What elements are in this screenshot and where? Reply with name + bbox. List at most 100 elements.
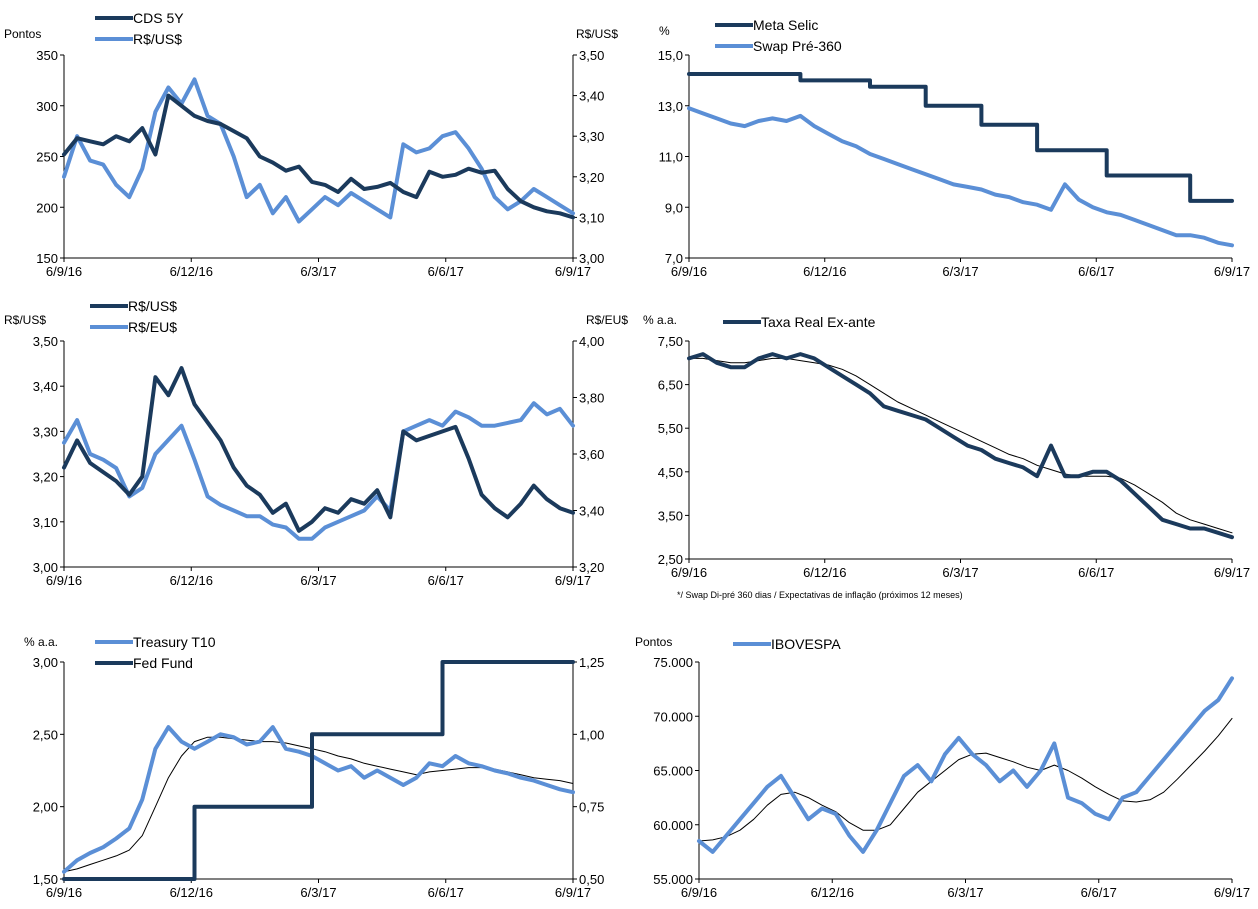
chart-treasury-svg: 3,00 2,50 2,00 1,50 1,25 1,00 0,75 0,50 6/9/16 6/…	[24, 634, 604, 900]
x-tick-label: 6/9/16	[671, 565, 707, 580]
right-axis-unit: R$/US$	[576, 27, 618, 41]
x-tick-label: 6/3/17	[300, 573, 336, 588]
chart-ibovespa: 75.000 70.000 65.000 60.000 55.000 6/9/16 6/12…	[629, 600, 1258, 904]
y2-tick-label: 3,20	[579, 560, 604, 575]
legend-label: R$/US$	[128, 300, 177, 314]
y-tick-label: 7,0	[665, 251, 683, 266]
x-tick-label: 6/9/16	[671, 264, 707, 279]
y-tick-label: 200	[36, 200, 58, 215]
legend-label: CDS 5Y	[133, 10, 184, 26]
taxa-real-ex-ante-line	[687, 352, 1234, 540]
x-tick-label: 6/9/17	[1214, 885, 1250, 900]
legend-label: IBOVESPA	[771, 636, 841, 652]
trend-line	[688, 357, 1233, 534]
fed-fund-line	[62, 660, 575, 881]
y-tick-label: 11,0	[659, 150, 683, 165]
x-tick-label: 6/9/16	[46, 885, 82, 900]
y-tick-label: 6,50	[658, 378, 683, 393]
y2-tick-label: 3,40	[579, 89, 604, 104]
y2-tick-label: 0,50	[579, 872, 604, 887]
chart-fx-usd-eur: 3,50 3,40 3,30 3,20 3,10 3,00 4,00 3,80 3,60 3,40…	[0, 298, 629, 600]
x-tick-label: 6/6/17	[1078, 264, 1114, 279]
y2-tick-label: 3,80	[579, 391, 604, 406]
chart-fx-svg: 3,50 3,40 3,30 3,20 3,10 3,00 4,00 3,80 3,60 3,40…	[4, 298, 628, 588]
meta-selic-line	[687, 72, 1234, 203]
y2-tick-label: 3,40	[579, 504, 604, 519]
left-axis-unit: % a.a.	[24, 635, 58, 649]
y-tick-label: 3,50	[658, 508, 683, 523]
left-axis-unit: Pontos	[635, 635, 672, 649]
x-tick-label: 6/9/17	[555, 264, 591, 279]
y-tick-label: 2,50	[33, 727, 58, 742]
legend-label: Fed Fund	[133, 655, 193, 671]
x-tick-label: 6/6/17	[428, 264, 464, 279]
x-tick-label: 6/6/17	[428, 885, 464, 900]
y-tick-label: 55.000	[653, 872, 693, 887]
left-axis-unit: R$/US$	[4, 313, 46, 327]
y-tick-label: 3,00	[33, 560, 58, 575]
right-axis-unit: R$/EU$	[586, 313, 628, 327]
legend-label: Taxa Real Ex-ante	[761, 314, 876, 330]
y-tick-label: 75.000	[653, 655, 693, 670]
swap-pr-360-line	[687, 106, 1234, 248]
y-tick-label: 3,40	[33, 379, 58, 394]
y-tick-label: 2,50	[658, 552, 683, 567]
chart-real-rate: 7,50 6,50 5,50 4,50 3,50 2,50 6/9/16 6/12/16 6/3…	[629, 300, 1258, 600]
left-axis-unit: %	[659, 24, 670, 38]
x-tick-label: 6/9/16	[46, 573, 82, 588]
y-tick-label: 5,50	[658, 421, 683, 436]
y2-tick-label: 3,20	[579, 170, 604, 185]
chart-selic-swap: 15,0 13,0 11,0 9,0 7,0 6/9/16 6/12/16 6/3/17 6/6…	[629, 0, 1258, 300]
y-tick-label: 3,20	[33, 470, 58, 485]
y2-tick-label: 0,75	[579, 800, 604, 815]
treasury-t10-line	[62, 725, 575, 874]
y2-tick-label: 3,00	[579, 251, 604, 266]
chart-cds-fx: 350 300 250 200 150 3,50 3,40 3,30 3,20 3,10 3,00 6…	[0, 0, 629, 300]
x-tick-label: 6/12/16	[811, 885, 854, 900]
y-tick-label: 3,10	[33, 515, 58, 530]
y-tick-label: 1,50	[33, 872, 58, 887]
y-tick-label: 2,00	[33, 800, 58, 815]
x-tick-label: 6/9/17	[1214, 565, 1250, 580]
x-tick-label: 6/3/17	[942, 264, 978, 279]
y-tick-label: 250	[36, 150, 58, 165]
x-tick-label: 6/6/17	[1081, 885, 1117, 900]
ibovespa-line	[697, 676, 1234, 854]
y-tick-label: 3,30	[33, 424, 58, 439]
x-tick-label: 6/6/17	[1078, 565, 1114, 580]
y-tick-label: 65.000	[653, 764, 693, 779]
left-axis-unit: Pontos	[4, 27, 41, 41]
x-tick-label: 6/12/16	[803, 264, 846, 279]
legend-label: R$/EU$	[128, 319, 177, 335]
y-tick-label: 13,0	[658, 99, 683, 114]
y-tick-label: 60.000	[653, 818, 693, 833]
y-tick-label: 4,50	[658, 465, 683, 480]
r-us--line	[62, 77, 575, 224]
chart-real-rate-svg: 7,50 6,50 5,50 4,50 3,50 2,506/9/16 6/12/16 6/3…	[643, 313, 1250, 600]
y-tick-label: 3,00	[33, 655, 58, 670]
x-tick-label: 6/9/16	[681, 885, 717, 900]
x-tick-label: 6/6/17	[428, 573, 464, 588]
y2-tick-label: 1,00	[579, 727, 604, 742]
y2-tick-label: 3,10	[579, 210, 604, 225]
x-tick-label: 6/9/17	[555, 573, 591, 588]
trend-line	[698, 717, 1233, 842]
left-axis-unit: % a.a.	[643, 313, 677, 327]
x-tick-label: 6/12/16	[170, 885, 213, 900]
x-tick-label: 6/3/17	[942, 565, 978, 580]
y2-tick-label: 1,25	[579, 655, 604, 670]
y-tick-label: 300	[36, 99, 58, 114]
x-tick-label: 6/12/16	[803, 565, 846, 580]
x-tick-label: 6/12/16	[170, 573, 213, 588]
x-tick-label: 6/9/17	[1214, 264, 1250, 279]
chart-treasury-fed: 3,00 2,50 2,00 1,50 1,25 1,00 0,75 0,50 6/9/16 6/…	[0, 600, 629, 904]
legend-label: Treasury T10	[133, 634, 216, 650]
y-tick-label: 350	[36, 48, 58, 63]
x-tick-label: 6/3/17	[300, 264, 336, 279]
y-tick-label: 9,0	[665, 200, 683, 215]
y-tick-label: 150	[36, 251, 58, 266]
x-tick-label: 6/3/17	[947, 885, 983, 900]
legend-label: Swap Pré-360	[753, 38, 842, 54]
x-tick-label: 6/12/16	[170, 264, 213, 279]
